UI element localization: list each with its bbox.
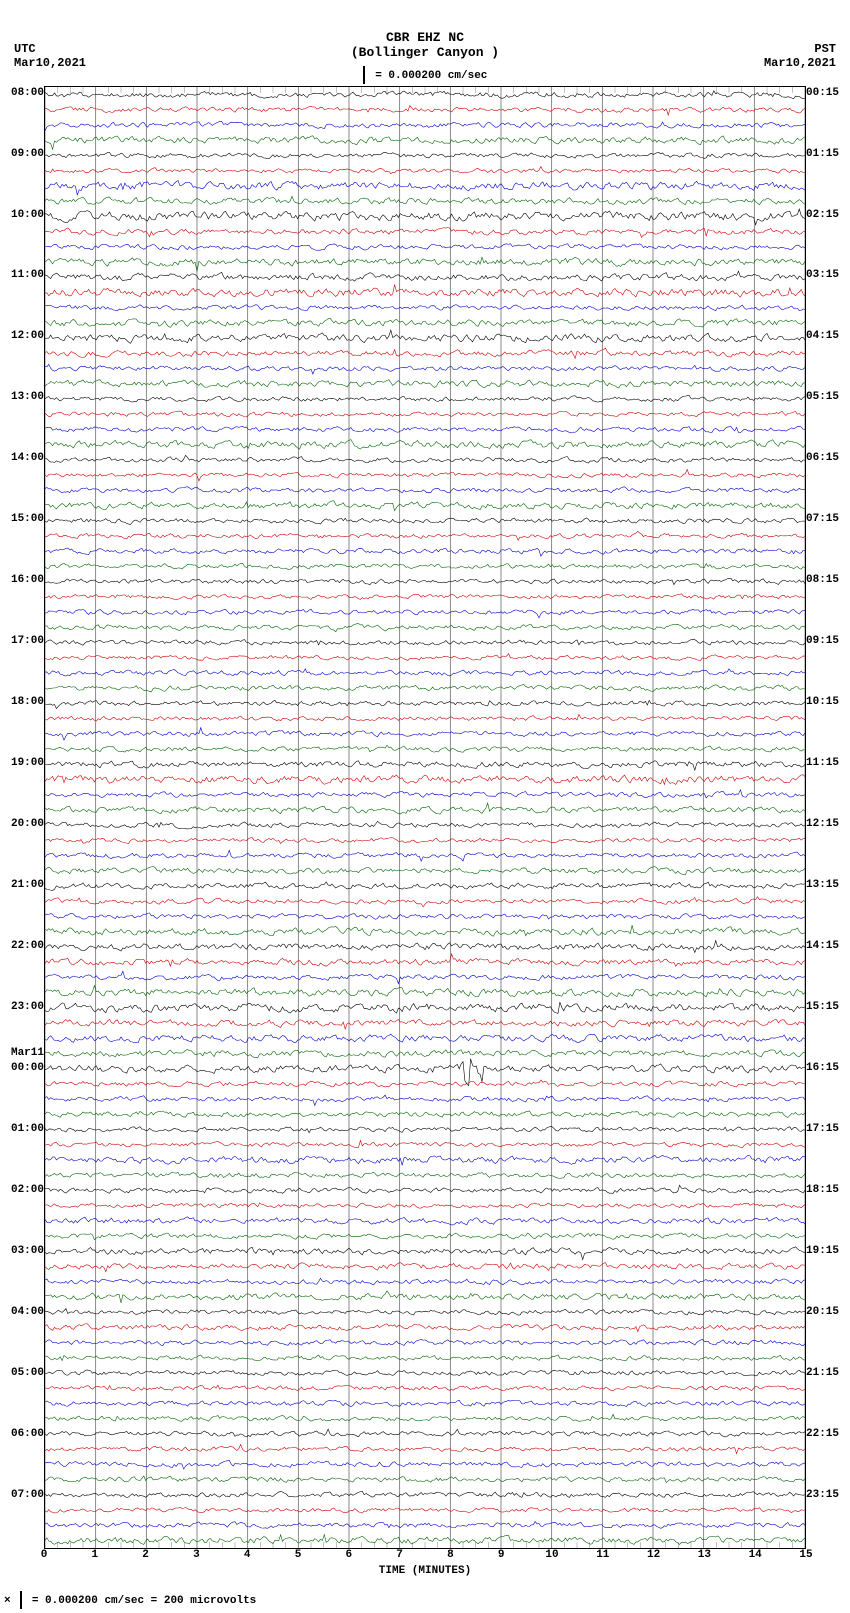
header: CBR EHZ NC (Bollinger Canyon ) = 0.00020… <box>0 30 850 84</box>
time-label: 20:00 <box>2 818 44 830</box>
x-tick: 12 <box>647 1549 660 1561</box>
time-label: Mar11 <box>2 1047 44 1059</box>
time-label: 19:15 <box>806 1245 848 1257</box>
time-label: 08:15 <box>806 574 848 586</box>
time-label: 07:00 <box>2 1489 44 1501</box>
seismogram-page: CBR EHZ NC (Bollinger Canyon ) = 0.00020… <box>0 0 850 1613</box>
time-label: 04:15 <box>806 330 848 342</box>
x-tick: 2 <box>142 1549 149 1561</box>
time-label: 09:15 <box>806 635 848 647</box>
time-label: 05:00 <box>2 1367 44 1379</box>
x-axis: TIME (MINUTES) 0123456789101112131415 <box>44 1549 806 1577</box>
footer: × = 0.000200 cm/sec = 200 microvolts <box>4 1591 256 1609</box>
footer-bar-icon <box>20 1591 22 1609</box>
timezone-left: UTC <box>14 42 36 56</box>
time-label: 21:00 <box>2 879 44 891</box>
time-label: 17:15 <box>806 1123 848 1135</box>
time-label: 11:00 <box>2 269 44 281</box>
x-tick: 3 <box>193 1549 200 1561</box>
time-label: 15:00 <box>2 513 44 525</box>
plot-area <box>44 86 806 1549</box>
scale-text: = 0.000200 cm/sec <box>375 70 487 82</box>
x-tick: 11 <box>596 1549 609 1561</box>
seismogram-svg <box>45 87 805 1548</box>
time-label: 23:00 <box>2 1001 44 1013</box>
time-label: 18:15 <box>806 1184 848 1196</box>
time-label: 15:15 <box>806 1001 848 1013</box>
time-label: 11:15 <box>806 757 848 769</box>
footer-text: = 0.000200 cm/sec = 200 microvolts <box>32 1595 256 1607</box>
time-label: 20:15 <box>806 1306 848 1318</box>
time-label: 10:00 <box>2 209 44 221</box>
time-label: 12:15 <box>806 818 848 830</box>
x-tick: 13 <box>698 1549 711 1561</box>
time-label: 00:00 <box>2 1062 44 1074</box>
x-tick: 8 <box>447 1549 454 1561</box>
time-label: 22:15 <box>806 1428 848 1440</box>
x-tick: 4 <box>244 1549 251 1561</box>
scale-bar-icon <box>363 66 365 84</box>
time-label: 19:00 <box>2 757 44 769</box>
footer-prefix: × <box>4 1595 11 1607</box>
time-label: 13:00 <box>2 391 44 403</box>
x-tick: 15 <box>799 1549 812 1561</box>
time-label: 00:15 <box>806 87 848 99</box>
time-label: 10:15 <box>806 696 848 708</box>
time-label: 05:15 <box>806 391 848 403</box>
left-axis-labels: 08:00 09:00 10:00 11:00 12:00 13:00 14:00 15:00… <box>2 86 44 1549</box>
time-label: 03:15 <box>806 269 848 281</box>
x-tick: 14 <box>749 1549 762 1561</box>
time-label: 21:15 <box>806 1367 848 1379</box>
scale-indicator: = 0.000200 cm/sec <box>0 66 850 84</box>
date-left: Mar10,2021 <box>14 56 86 70</box>
time-label: 09:00 <box>2 148 44 160</box>
time-label: 14:15 <box>806 940 848 952</box>
x-tick: 9 <box>498 1549 505 1561</box>
time-label: 16:15 <box>806 1062 848 1074</box>
time-label: 02:15 <box>806 209 848 221</box>
time-label: 16:00 <box>2 574 44 586</box>
time-label: 13:15 <box>806 879 848 891</box>
right-axis-labels: 00:15 01:15 02:15 03:15 04:15 05:15 06:15 07:15… <box>806 86 848 1549</box>
x-tick: 6 <box>345 1549 352 1561</box>
x-tick: 7 <box>396 1549 403 1561</box>
x-tick: 1 <box>91 1549 98 1561</box>
timezone-right: PST <box>814 42 836 56</box>
x-tick: 10 <box>545 1549 558 1561</box>
time-label: 04:00 <box>2 1306 44 1318</box>
time-label: 23:15 <box>806 1489 848 1501</box>
date-right: Mar10,2021 <box>764 56 836 70</box>
station-code: CBR EHZ NC <box>0 30 850 45</box>
time-label: 06:15 <box>806 452 848 464</box>
x-axis-label: TIME (MINUTES) <box>44 1565 806 1577</box>
x-tick: 0 <box>41 1549 48 1561</box>
time-label: 17:00 <box>2 635 44 647</box>
time-label: 02:00 <box>2 1184 44 1196</box>
time-label: 08:00 <box>2 87 44 99</box>
time-label: 03:00 <box>2 1245 44 1257</box>
time-label: 22:00 <box>2 940 44 952</box>
time-label: 07:15 <box>806 513 848 525</box>
time-label: 18:00 <box>2 696 44 708</box>
time-label: 14:00 <box>2 452 44 464</box>
time-label: 06:00 <box>2 1428 44 1440</box>
x-tick: 5 <box>295 1549 302 1561</box>
station-location: (Bollinger Canyon ) <box>0 45 850 60</box>
time-label: 01:15 <box>806 148 848 160</box>
time-label: 01:00 <box>2 1123 44 1135</box>
time-label: 12:00 <box>2 330 44 342</box>
